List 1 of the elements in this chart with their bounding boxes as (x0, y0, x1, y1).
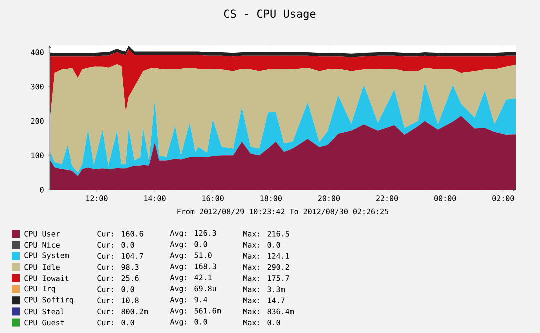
chart-title: CS - CPU Usage (224, 10, 316, 20)
